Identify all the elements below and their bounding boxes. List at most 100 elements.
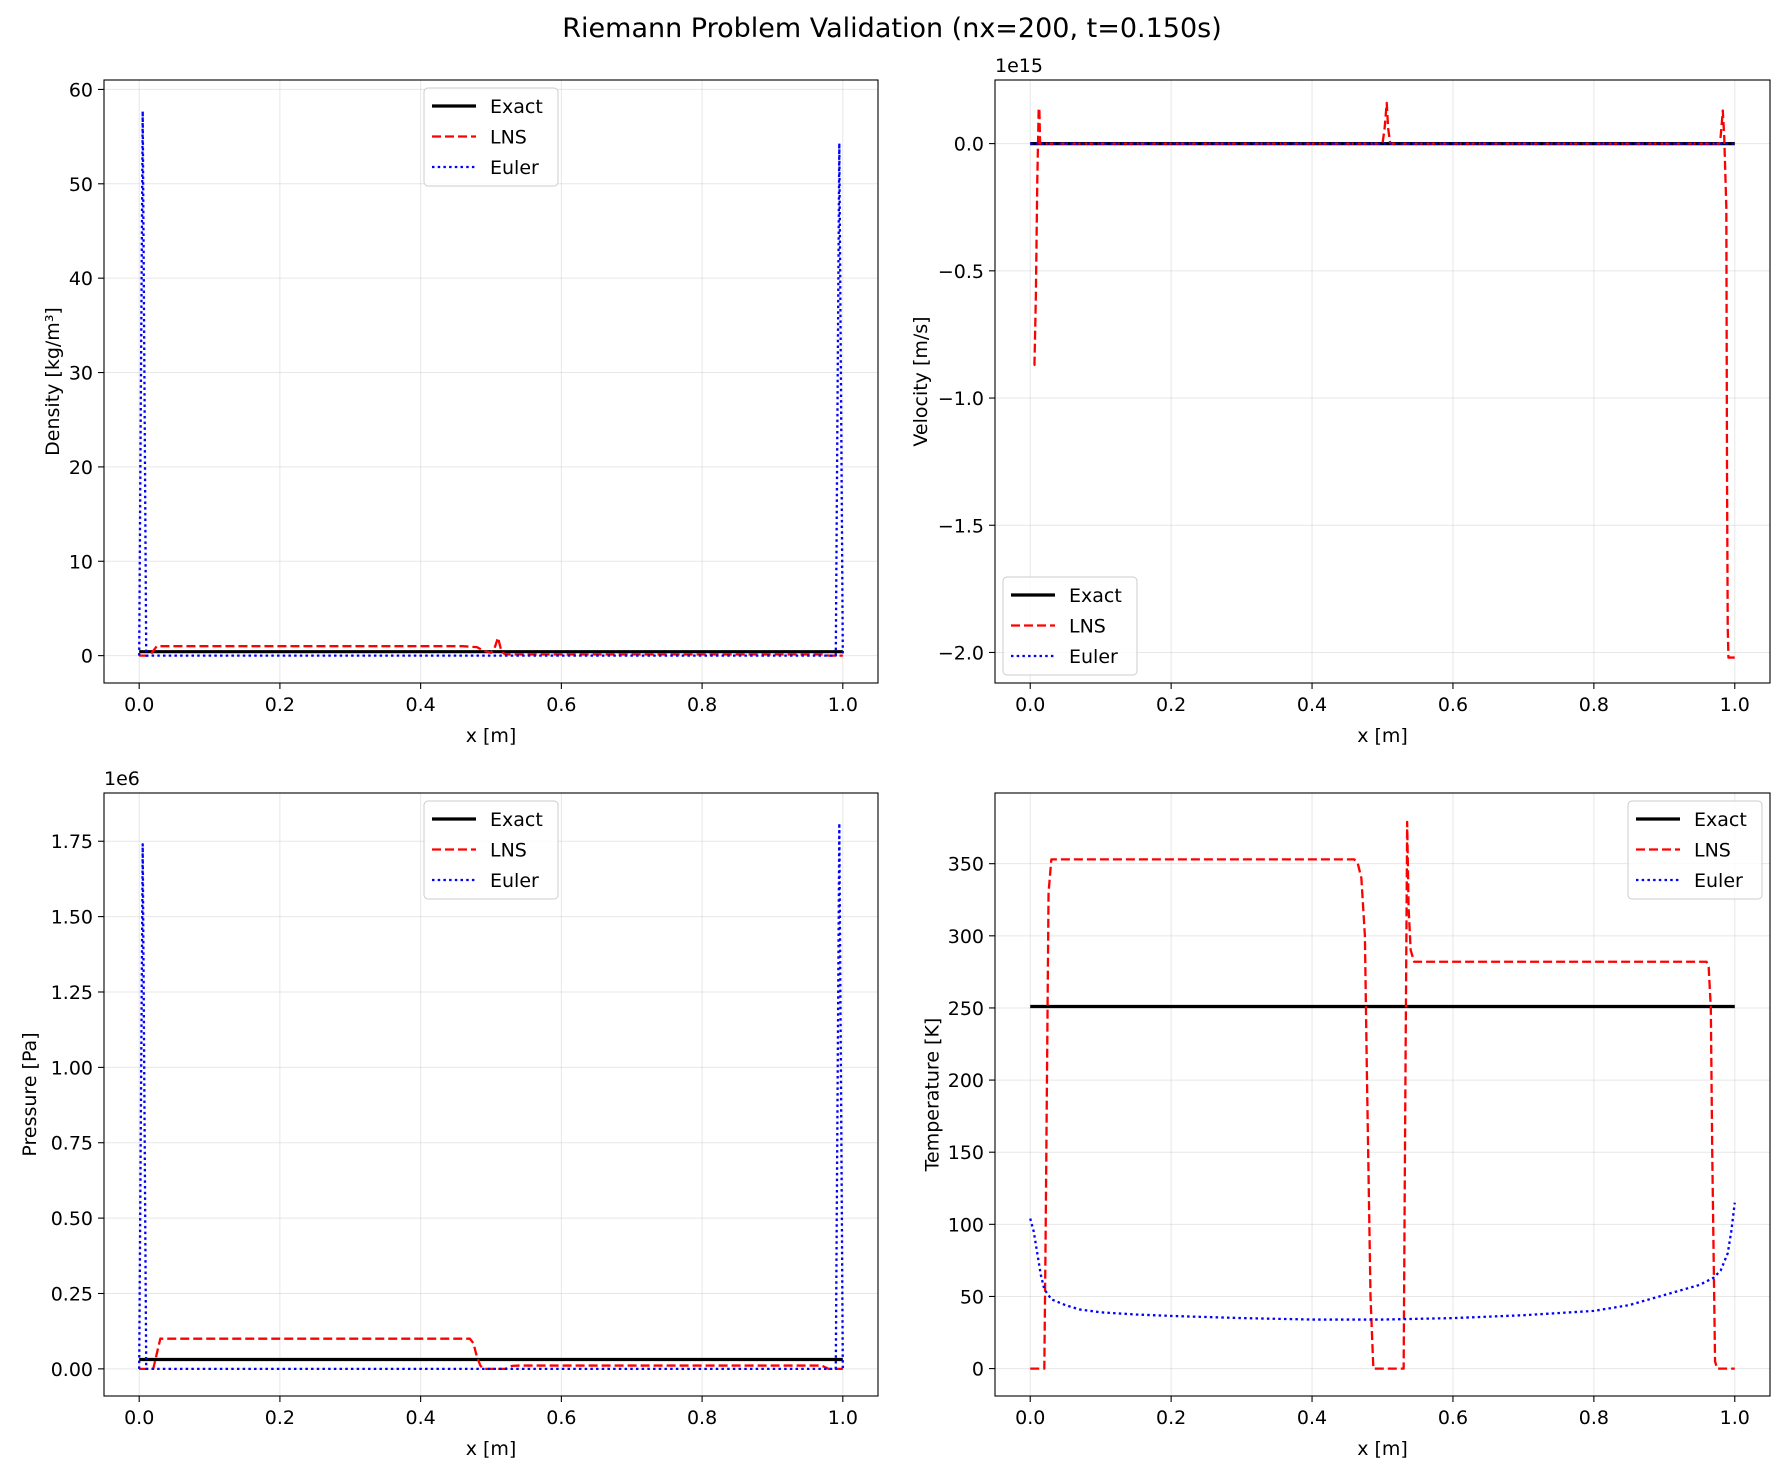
x-tick-label: 0.8 [1579,1407,1609,1429]
x-tick-label: 0.6 [546,1407,576,1429]
y-tick-label: −1.0 [938,388,984,410]
y-tick-label: 350 [948,854,984,876]
y-tick-label: 200 [948,1070,984,1092]
x-axis-label: x [m] [1357,1438,1408,1460]
x-tick-label: 0.6 [1438,1407,1468,1429]
y-tick-label: −0.5 [938,261,984,283]
plot-area [138,822,844,1371]
y-tick-label: 1.75 [51,831,93,853]
x-tick-label: 0.4 [406,694,436,716]
y-axis-label: Pressure [Pa] [19,1032,41,1156]
y-tick-label: 0 [972,1359,984,1381]
y-tick-label: 20 [69,457,93,479]
legend-box [423,800,559,900]
subplot-1: 0.0 0.2 0.4 0.6 0.8 1.0 0 10 20 30 40 50 60 x [m] Dens… [42,79,879,747]
axes-frame [994,79,1771,684]
x-tick-label: 0.8 [687,1407,717,1429]
legend-box [1627,800,1763,900]
subplot-2: 0.0 0.2 0.4 0.6 0.8 1.0 −2.0 −1.5 −1.0 −0.5 0.0 x [… [910,55,1771,747]
y-axis-label: Temperature [K] [922,1018,944,1173]
plot-area [138,109,844,657]
y-tick-label: −2.0 [938,642,984,664]
x-tick-label: 0.4 [406,1407,436,1429]
legend-label-exact: Exact [1069,585,1122,607]
x-tick-label: 0.2 [265,694,295,716]
x-tick-label: 0.4 [1297,694,1327,716]
subplot-4: 0.0 0.2 0.4 0.6 0.8 1.0 0 50 100 150 200 250 300 350 x… [922,792,1771,1460]
x-tick-label: 0.0 [1015,1407,1045,1429]
plot-area [1030,101,1735,659]
legend-label-exact: Exact [490,809,543,831]
legend-box [423,87,559,187]
y-tick-label: 300 [948,926,984,948]
x-axis-label: x [m] [1357,725,1408,747]
x-tick-label: 0.0 [124,694,154,716]
y-tick-label: 1.25 [51,982,93,1004]
series-line-lns [1030,820,1735,1370]
legend-label-lns: LNS [490,840,527,862]
legend: Exact LNS Euler [423,87,559,187]
y-tick-label: 0.75 [51,1133,93,1155]
legend-label-lns: LNS [490,127,527,149]
legend: Exact LNS Euler [1627,800,1763,900]
series-line-lns [1033,101,1735,659]
x-tick-label: 1.0 [1720,1407,1750,1429]
y-tick-label: 10 [69,551,93,573]
x-axis-label: x [m] [466,1438,517,1460]
y-axis-label: Density [kg/m³] [42,307,64,456]
series-line-euler [138,109,844,657]
legend-label-euler: Euler [490,157,539,179]
y-tick-label: 250 [948,998,984,1020]
figure-title: Riemann Problem Validation (nx=200, t=0.… [562,13,1221,44]
x-tick-label: 0.8 [687,694,717,716]
legend: Exact LNS Euler [423,800,559,900]
legend-label-lns: LNS [1069,616,1106,638]
y-tick-label: 50 [960,1286,984,1308]
legend-label-exact: Exact [490,96,543,118]
y-tick-label: −1.5 [938,515,984,537]
legend-box [1002,576,1138,676]
x-tick-label: 0.2 [1156,694,1186,716]
axis-offset-label: 1e6 [104,768,140,790]
x-tick-label: 0.2 [1156,1407,1186,1429]
x-tick-label: 0.8 [1579,694,1609,716]
x-tick-label: 1.0 [828,694,858,716]
legend-label-euler: Euler [1069,646,1118,668]
legend-label-exact: Exact [1694,809,1747,831]
x-tick-label: 0.0 [124,1407,154,1429]
legend-label-lns: LNS [1694,840,1731,862]
y-tick-label: 0.0 [954,134,984,156]
plot-area [1029,820,1736,1370]
axes-frame [994,792,1771,1397]
y-tick-label: 100 [948,1214,984,1236]
series-line-lns [139,636,843,657]
y-tick-label: 1.50 [51,907,93,929]
legend: Exact LNS Euler [1002,576,1138,676]
legend-label-euler: Euler [490,870,539,892]
x-tick-label: 0.4 [1297,1407,1327,1429]
y-tick-label: 40 [69,268,93,290]
y-tick-label: 0.50 [51,1208,93,1230]
y-tick-label: 0.00 [51,1359,93,1381]
y-tick-label: 50 [69,174,93,196]
x-tick-label: 1.0 [828,1407,858,1429]
y-tick-label: 0.25 [51,1283,93,1305]
subplot-3: 0.0 0.2 0.4 0.6 0.8 1.0 0.00 0.25 0.50 0.75 1.00 1.… [19,768,879,1460]
axis-offset-label: 1e15 [995,55,1043,77]
y-tick-label: 1.00 [51,1057,93,1079]
y-tick-label: 60 [69,79,93,101]
axes-frame [103,79,879,684]
y-tick-label: 0 [81,646,93,668]
x-tick-label: 0.0 [1015,694,1045,716]
series-line-euler [1029,1202,1736,1321]
y-tick-label: 30 [69,363,93,385]
axes-frame [103,792,879,1397]
series-line-euler [138,822,844,1371]
x-tick-label: 0.2 [265,1407,295,1429]
y-axis-label: Velocity [m/s] [910,316,932,446]
series-line-lns [139,1337,843,1371]
x-tick-label: 0.6 [1438,694,1468,716]
x-tick-label: 0.6 [546,694,576,716]
